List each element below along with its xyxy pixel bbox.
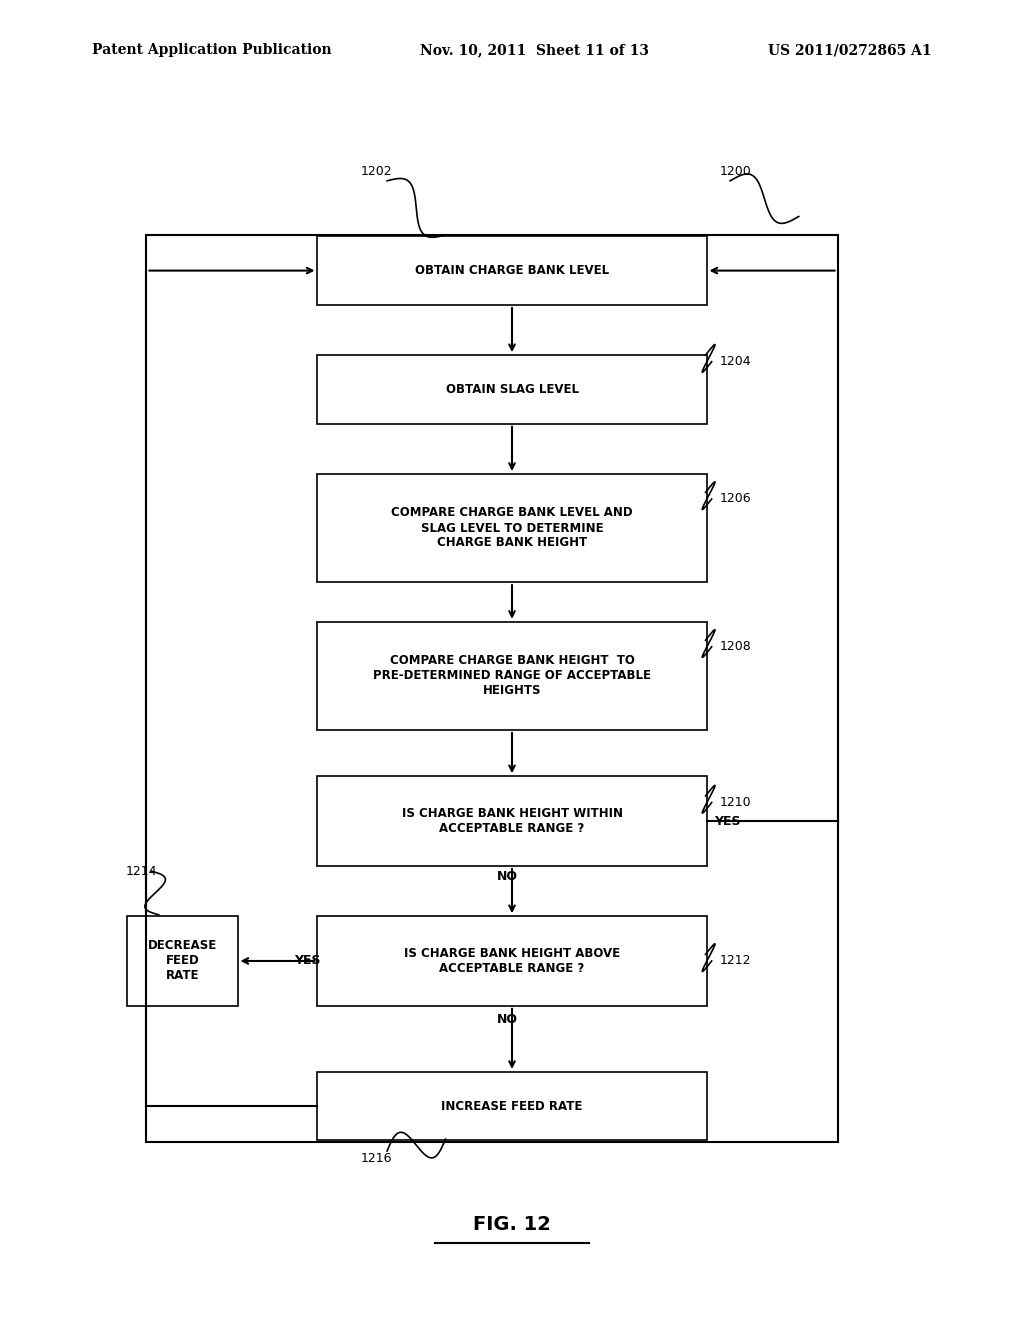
Text: NO: NO bbox=[497, 1012, 517, 1026]
Text: 1214: 1214 bbox=[126, 865, 157, 878]
FancyBboxPatch shape bbox=[317, 1072, 707, 1140]
FancyBboxPatch shape bbox=[317, 622, 707, 730]
FancyBboxPatch shape bbox=[317, 355, 707, 424]
Text: 1208: 1208 bbox=[719, 640, 752, 653]
FancyBboxPatch shape bbox=[317, 916, 707, 1006]
Text: 1216: 1216 bbox=[361, 1152, 392, 1166]
Text: IS CHARGE BANK HEIGHT WITHIN
ACCEPTABLE RANGE ?: IS CHARGE BANK HEIGHT WITHIN ACCEPTABLE … bbox=[401, 807, 623, 836]
Text: Patent Application Publication: Patent Application Publication bbox=[92, 44, 332, 57]
FancyBboxPatch shape bbox=[317, 776, 707, 866]
Text: 1206: 1206 bbox=[720, 492, 751, 506]
Text: YES: YES bbox=[294, 954, 321, 968]
Text: IS CHARGE BANK HEIGHT ABOVE
ACCEPTABLE RANGE ?: IS CHARGE BANK HEIGHT ABOVE ACCEPTABLE R… bbox=[403, 946, 621, 975]
Text: OBTAIN SLAG LEVEL: OBTAIN SLAG LEVEL bbox=[445, 383, 579, 396]
Text: 1200: 1200 bbox=[719, 165, 752, 178]
FancyBboxPatch shape bbox=[127, 916, 238, 1006]
Text: INCREASE FEED RATE: INCREASE FEED RATE bbox=[441, 1100, 583, 1113]
Text: 1212: 1212 bbox=[720, 954, 751, 968]
Bar bbox=[146, 235, 838, 1142]
FancyBboxPatch shape bbox=[317, 474, 707, 582]
Text: DECREASE
FEED
RATE: DECREASE FEED RATE bbox=[147, 940, 217, 982]
FancyBboxPatch shape bbox=[317, 236, 707, 305]
Text: COMPARE CHARGE BANK HEIGHT  TO
PRE-DETERMINED RANGE OF ACCEPTABLE
HEIGHTS: COMPARE CHARGE BANK HEIGHT TO PRE-DETERM… bbox=[373, 655, 651, 697]
Text: COMPARE CHARGE BANK LEVEL AND
SLAG LEVEL TO DETERMINE
CHARGE BANK HEIGHT: COMPARE CHARGE BANK LEVEL AND SLAG LEVEL… bbox=[391, 507, 633, 549]
Text: NO: NO bbox=[497, 870, 517, 883]
Text: 1210: 1210 bbox=[720, 796, 751, 809]
Text: YES: YES bbox=[714, 814, 740, 828]
Text: US 2011/0272865 A1: US 2011/0272865 A1 bbox=[768, 44, 932, 57]
Text: 1204: 1204 bbox=[720, 355, 751, 368]
Text: OBTAIN CHARGE BANK LEVEL: OBTAIN CHARGE BANK LEVEL bbox=[415, 264, 609, 277]
Text: Nov. 10, 2011  Sheet 11 of 13: Nov. 10, 2011 Sheet 11 of 13 bbox=[420, 44, 649, 57]
Text: 1202: 1202 bbox=[361, 165, 392, 178]
Text: FIG. 12: FIG. 12 bbox=[473, 1216, 551, 1234]
